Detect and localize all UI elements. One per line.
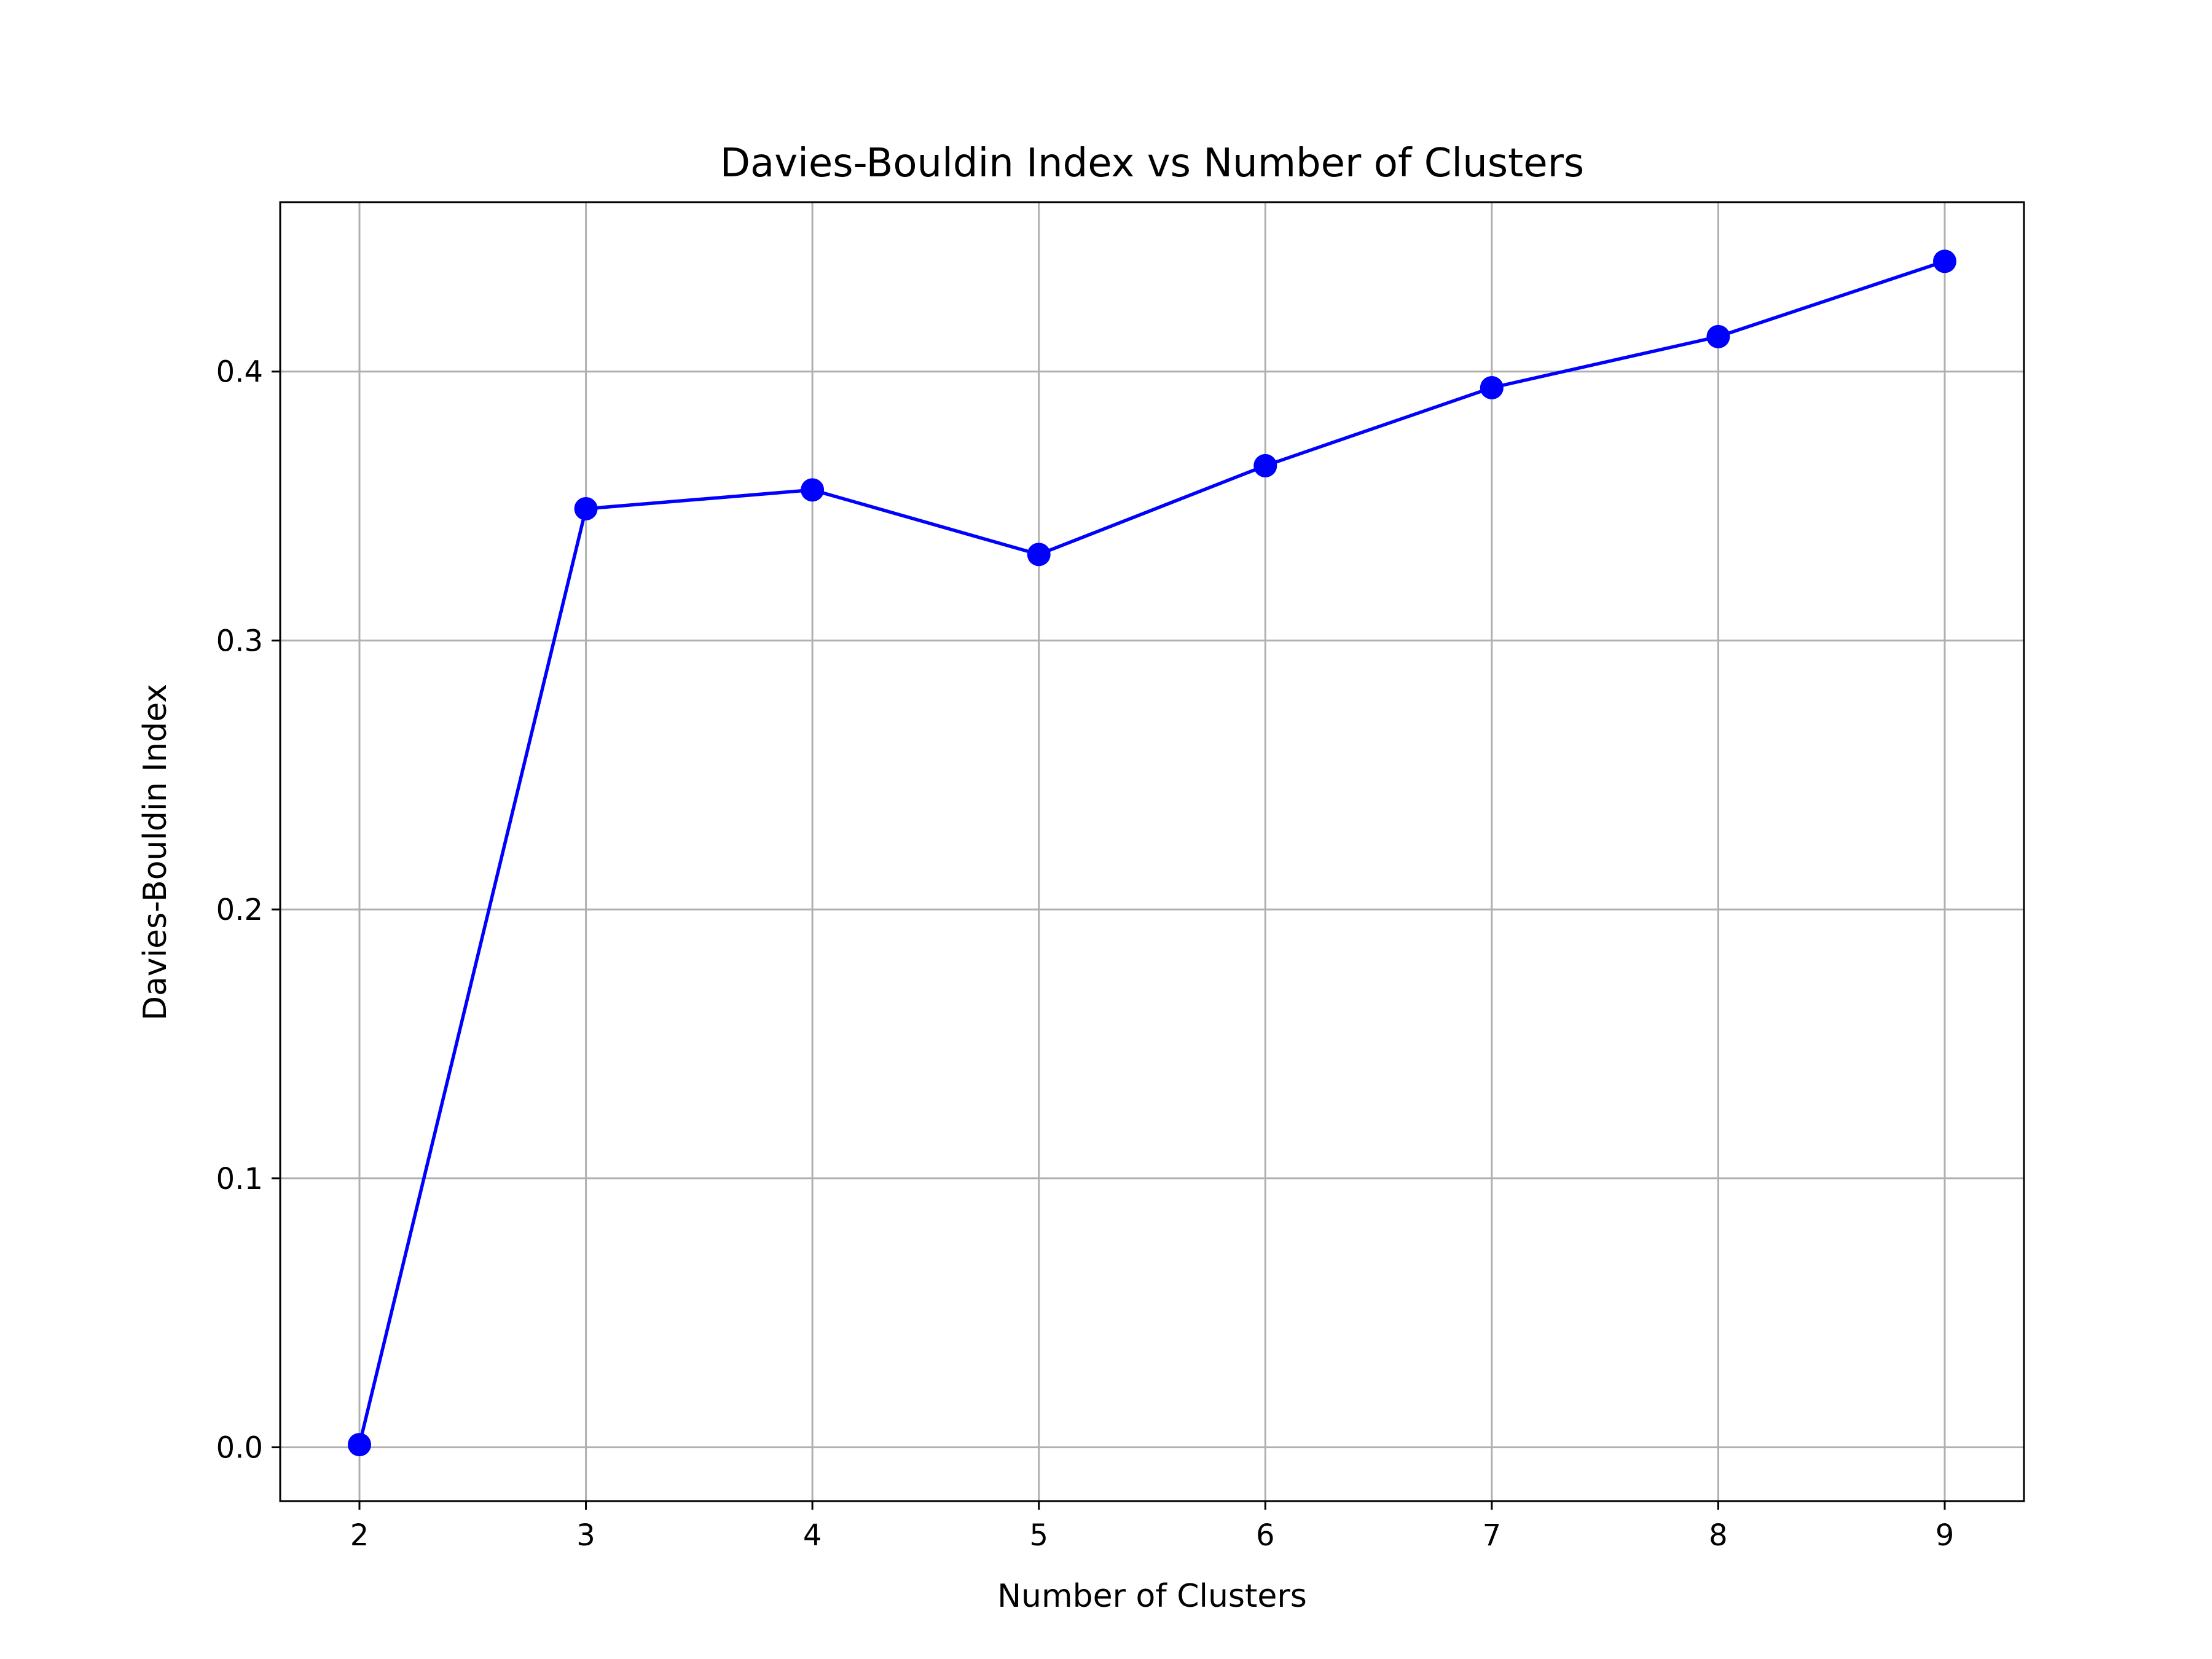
y-tick-label: 0.4 [216,355,263,390]
series-layer [348,249,1956,1457]
y-tick-label: 0.2 [216,893,263,927]
data-point [348,1433,371,1457]
x-axis-title: Number of Clusters [997,1578,1307,1615]
data-point [1480,376,1504,399]
data-point [1706,324,1730,348]
y-tick-label: 0.3 [216,624,263,658]
x-tick-label: 2 [350,1518,369,1553]
y-tick-label: 0.1 [216,1162,263,1196]
x-tick-label: 7 [1483,1518,1502,1553]
grid [280,202,2024,1501]
x-tick-label: 5 [1029,1518,1048,1553]
data-point [1933,249,1956,273]
plot-frame [279,201,2025,1502]
x-tick-label: 4 [803,1518,822,1553]
y-axis-title: Davies-Bouldin Index [137,684,174,1021]
y-tick-label: 0.0 [216,1430,263,1465]
data-point [1027,543,1051,567]
data-point [801,478,825,502]
series-line [358,259,1945,1445]
x-tick-label: 9 [1936,1518,1955,1553]
chart-title: Davies-Bouldin Index vs Number of Cluste… [720,141,1584,186]
y-axis: 0.0 0.1 0.2 0.3 0.4 [216,355,280,1465]
data-point [1253,453,1277,477]
x-tick-label: 3 [576,1518,595,1553]
data-point [574,496,598,520]
x-tick-label: 8 [1709,1518,1728,1553]
x-axis: 2 3 4 5 6 7 8 9 [350,1501,1955,1553]
x-tick-label: 6 [1256,1518,1275,1553]
